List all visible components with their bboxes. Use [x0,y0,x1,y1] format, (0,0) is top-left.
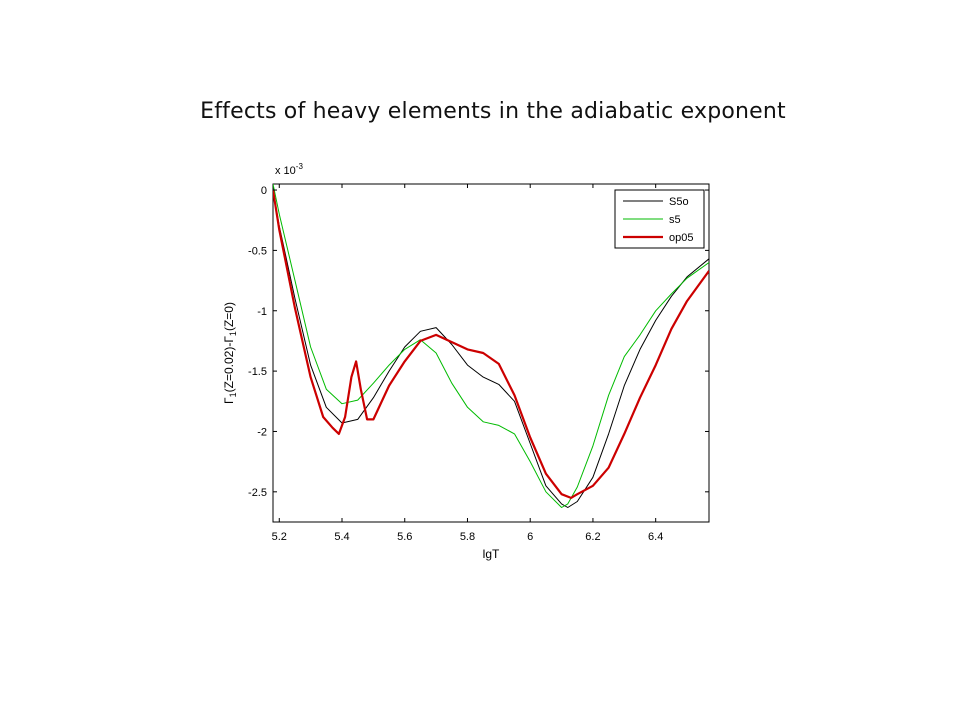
x-tick-label: 5.6 [397,531,412,543]
x-tick-label: 6 [527,531,533,543]
x-tick-label: 6.2 [585,531,600,543]
legend-label: s5 [669,214,681,226]
y-tick-label: -2 [257,426,267,438]
y-label-sub-2: 1 [228,331,238,336]
series-line-s5o [273,189,709,508]
y-label-end: (Z=0) [222,302,236,331]
y-tick-label: -1.5 [248,366,267,378]
y-tick-label: -0.5 [248,245,267,257]
series-layer [273,184,709,508]
x-tick-label: 5.2 [272,531,287,543]
legend-label: op05 [669,232,693,244]
y-multiplier-exponent: -3 [296,162,304,171]
y-label-mid: (Z=0.02)-Γ [222,336,236,393]
y-multiplier-base: x 10 [275,165,296,177]
series-line-s5 [273,184,709,508]
y-tick-label: 0 [261,185,267,197]
y-label-gamma-1: Γ [222,397,236,404]
x-tick-label: 5.8 [460,531,475,543]
series-line-op05 [273,189,709,499]
ticks-layer: 5.2 5.4 5.6 5.8 6 6.2 6.4 0 -0.5 -1 -1.5 -2 -2.5 [248,184,709,543]
legend-label: S5o [669,196,689,208]
x-axis-label: lgT [483,547,500,561]
y-label-sub-1: 1 [228,392,238,397]
y-multiplier-label: x 10-3 [275,162,303,177]
x-tick-label: 6.4 [648,531,663,543]
y-axis-label: Γ1(Z=0.02)-Γ1(Z=0) [222,302,238,404]
x-tick-label: 5.4 [334,531,349,543]
slide-title: Effects of heavy elements in the adiabat… [200,99,786,124]
y-tick-label: -1 [257,306,267,318]
legend: S5o s5 op05 [614,189,705,249]
y-tick-label: -2.5 [248,487,267,499]
